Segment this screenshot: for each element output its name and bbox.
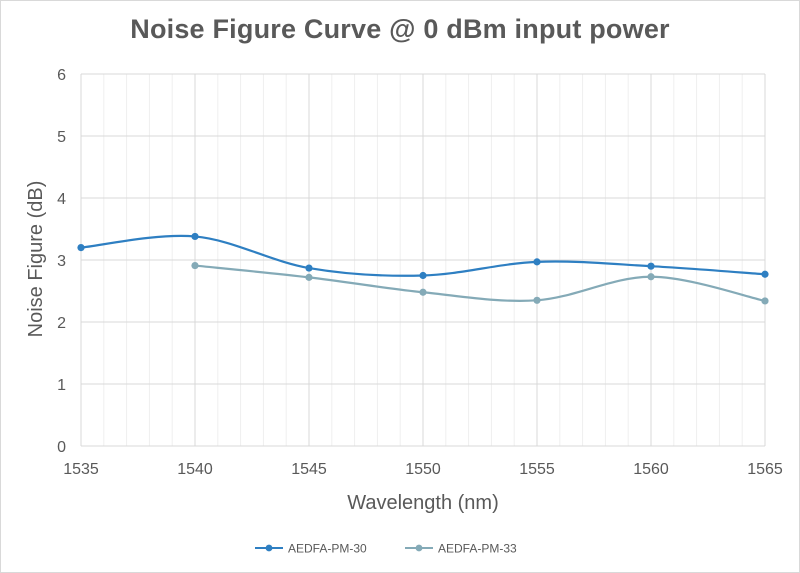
series-aedfa-pm-30: [77, 232, 769, 280]
y-tick-label: 5: [57, 129, 66, 146]
data-point: [533, 296, 541, 304]
x-axis-ticks: 1535 1540 1545 1550 1555 1560 1565: [63, 461, 783, 478]
legend: AEDFA-PM-30 AEDFA-PM-33: [255, 542, 517, 556]
major-gridlines: [80, 73, 766, 447]
data-point: [761, 297, 769, 305]
y-axis-ticks: 0 1 2 3 4 5 6: [57, 67, 66, 456]
y-tick-label: 1: [57, 377, 66, 394]
data-point: [419, 271, 427, 280]
x-tick-label: 1550: [405, 461, 441, 478]
x-tick-label: 1560: [633, 461, 669, 478]
x-tick-label: 1545: [291, 461, 327, 478]
data-point: [419, 288, 427, 296]
x-tick-label: 1565: [747, 461, 783, 478]
y-tick-label: 3: [57, 253, 66, 270]
legend-label: AEDFA-PM-33: [438, 542, 517, 556]
series-layer: [77, 232, 769, 305]
x-tick-label: 1535: [63, 461, 99, 478]
data-point: [77, 244, 85, 252]
data-point: [191, 261, 199, 270]
y-axis-title: Noise Figure (dB): [25, 181, 47, 338]
y-tick-label: 0: [57, 439, 66, 456]
x-tick-label: 1555: [519, 461, 555, 478]
data-point: [647, 273, 655, 281]
data-point: [533, 258, 541, 266]
data-point: [191, 232, 199, 241]
x-tick-label: 1540: [177, 461, 213, 478]
data-point: [305, 273, 313, 281]
legend-label: AEDFA-PM-30: [288, 542, 367, 556]
legend-item: AEDFA-PM-30: [255, 542, 367, 556]
chart-title: Noise Figure Curve @ 0 dBm input power: [130, 14, 670, 44]
y-tick-label: 6: [57, 67, 66, 84]
data-point: [761, 270, 769, 278]
data-point: [647, 262, 655, 270]
legend-swatch-marker: [415, 544, 423, 552]
y-tick-label: 4: [57, 191, 66, 208]
x-axis-title: Wavelength (nm): [347, 492, 499, 514]
series-line: [194, 264, 766, 302]
legend-swatch-marker: [265, 544, 273, 552]
series-aedfa-pm-33: [191, 261, 769, 305]
legend-item: AEDFA-PM-33: [405, 542, 517, 556]
y-tick-label: 2: [57, 315, 66, 332]
data-point: [305, 264, 313, 272]
